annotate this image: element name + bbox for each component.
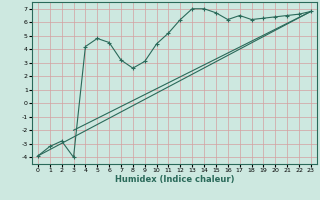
- X-axis label: Humidex (Indice chaleur): Humidex (Indice chaleur): [115, 175, 234, 184]
